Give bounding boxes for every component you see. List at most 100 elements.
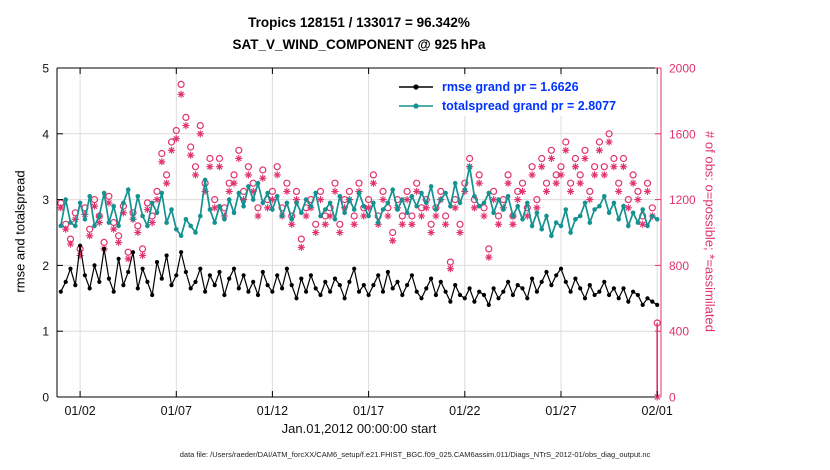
totalspread-marker bbox=[140, 213, 145, 219]
rmse-marker bbox=[496, 296, 501, 301]
totalspread-marker bbox=[265, 190, 270, 196]
rmse-marker bbox=[592, 292, 597, 298]
rmse-marker bbox=[438, 279, 443, 284]
tick-label: 01/07 bbox=[161, 404, 192, 418]
obs-possible-marker bbox=[163, 171, 171, 179]
obs-possible-marker bbox=[562, 138, 570, 146]
rmse-marker bbox=[332, 276, 338, 281]
totalspread-marker bbox=[164, 220, 169, 225]
totalspread-marker bbox=[597, 203, 602, 209]
rmse-marker bbox=[198, 266, 203, 271]
rmse-marker bbox=[650, 299, 655, 304]
rmse-marker bbox=[164, 253, 169, 258]
obs-possible-marker bbox=[533, 196, 541, 204]
rmse-marker bbox=[453, 283, 458, 288]
totalspread-marker bbox=[443, 190, 448, 196]
rmse-marker bbox=[265, 283, 270, 288]
rmse-marker bbox=[481, 292, 487, 298]
totalspread-marker bbox=[260, 200, 266, 206]
obs-possible-marker bbox=[196, 121, 204, 130]
tick-label: 1600 bbox=[669, 127, 696, 141]
rmse-marker bbox=[467, 286, 472, 291]
totalspread-marker bbox=[549, 233, 554, 239]
rmse-marker bbox=[356, 289, 362, 294]
totalspread-marker bbox=[414, 203, 420, 209]
obs-possible-marker bbox=[345, 187, 353, 195]
rmse-marker bbox=[645, 296, 650, 301]
totalspread-marker bbox=[241, 203, 246, 209]
rmse-marker bbox=[299, 276, 304, 281]
obs-possible-marker bbox=[134, 222, 142, 230]
totalspread-marker bbox=[640, 207, 645, 212]
obs-possible-marker bbox=[100, 238, 108, 246]
totalspread-marker bbox=[308, 203, 314, 209]
obs-possible-marker bbox=[504, 171, 512, 179]
rmse-marker bbox=[385, 269, 390, 275]
obs-possible-marker bbox=[648, 204, 656, 212]
tick-label: 01/02 bbox=[64, 404, 95, 418]
rmse-marker bbox=[207, 273, 212, 278]
totalspread-marker bbox=[635, 220, 641, 225]
chart-title-line1: Tropics 128151 / 133017 = 96.342% bbox=[248, 15, 470, 30]
totalspread-marker bbox=[438, 197, 444, 202]
obs-possible-marker bbox=[408, 212, 416, 220]
rmse-marker bbox=[222, 292, 227, 298]
rmse-marker bbox=[289, 283, 294, 288]
totalspread-marker bbox=[236, 190, 242, 196]
obs-possible-marker bbox=[350, 212, 358, 220]
totalspread-marker bbox=[154, 210, 160, 216]
rmse-marker bbox=[328, 289, 333, 294]
totalspread-marker bbox=[274, 194, 280, 199]
rmse-marker bbox=[135, 286, 140, 291]
rmse-marker bbox=[154, 260, 160, 265]
totalspread-marker bbox=[87, 194, 92, 199]
rmse-marker bbox=[568, 289, 573, 294]
rmse-marker bbox=[582, 296, 588, 301]
rmse-marker bbox=[563, 279, 568, 284]
rmse-marker bbox=[231, 266, 237, 271]
obs-possible-marker bbox=[124, 248, 132, 256]
obs-possible-marker bbox=[624, 196, 632, 204]
rmse-marker bbox=[390, 286, 395, 291]
totalspread-marker bbox=[270, 207, 275, 212]
tick-label: 800 bbox=[669, 259, 689, 273]
totalspread-marker bbox=[342, 210, 347, 216]
totalspread-marker bbox=[332, 217, 338, 222]
totalspread-marker bbox=[337, 194, 343, 199]
obs-possible-marker bbox=[480, 204, 488, 212]
rmse-marker bbox=[102, 246, 107, 251]
totalspread-marker bbox=[481, 200, 487, 206]
obs-possible-marker bbox=[437, 187, 445, 195]
totalspread-marker bbox=[121, 200, 126, 206]
obs-possible-marker bbox=[316, 187, 325, 195]
obs-possible-marker bbox=[105, 192, 113, 200]
rmse-marker bbox=[409, 273, 414, 278]
rmse-line-swatch bbox=[399, 84, 433, 90]
rmse-marker bbox=[405, 283, 410, 288]
totalspread-marker bbox=[462, 187, 468, 192]
rmse-marker bbox=[443, 289, 448, 294]
totalspread-marker bbox=[135, 194, 141, 199]
totalspread-marker bbox=[212, 220, 217, 225]
tick-label: 1200 bbox=[669, 193, 696, 207]
rmse-marker bbox=[520, 286, 525, 291]
totalspread-marker bbox=[178, 233, 184, 239]
totalspread-marker bbox=[375, 220, 381, 225]
x-axis-label: Jan.01,2012 00:00:00 start bbox=[281, 421, 437, 436]
rmse-marker bbox=[457, 292, 463, 298]
rmse-marker bbox=[352, 266, 357, 271]
data-file-caption: data file: /Users/raeder/DAI/ATM_forcXX/… bbox=[179, 450, 651, 459]
tick-label: 01/22 bbox=[449, 404, 480, 418]
totalspread-marker bbox=[351, 207, 357, 212]
totalspread-marker bbox=[313, 190, 319, 196]
totalspread-marker bbox=[515, 203, 520, 209]
rmse-marker bbox=[626, 299, 631, 304]
rmse-marker bbox=[597, 289, 602, 294]
rmse-marker bbox=[183, 269, 188, 275]
totalspread-marker bbox=[82, 217, 88, 222]
obs-possible-marker bbox=[595, 138, 604, 146]
rmse-marker bbox=[323, 279, 328, 284]
obs-possible-marker bbox=[191, 163, 200, 171]
rmse-marker bbox=[371, 283, 376, 288]
